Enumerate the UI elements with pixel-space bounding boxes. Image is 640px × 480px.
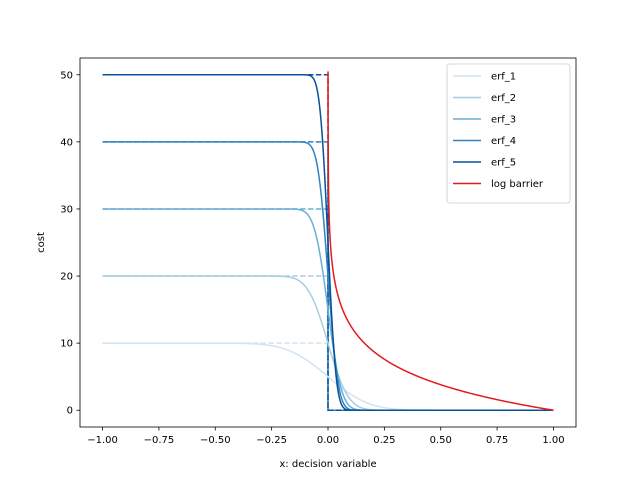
x-tick-label: −0.75 xyxy=(144,435,175,446)
x-tick-label: −1.00 xyxy=(87,435,118,446)
x-tick-label: 0.00 xyxy=(317,435,339,446)
legend-label-erf-1: erf_1 xyxy=(491,72,516,83)
series-lines xyxy=(102,71,554,411)
legend-label-erf-4: erf_4 xyxy=(491,136,516,147)
x-tick-label: 0.25 xyxy=(373,435,395,446)
legend-label-erf-2: erf_2 xyxy=(491,93,516,104)
series-line-log-barrier xyxy=(327,71,554,411)
y-tick-label: 50 xyxy=(60,70,73,81)
y-tick-label: 40 xyxy=(60,137,73,148)
plot-area xyxy=(102,71,554,411)
y-tick-label: 0 xyxy=(67,406,73,417)
y-tick-label: 30 xyxy=(60,204,73,215)
x-tick-label: −0.50 xyxy=(200,435,231,446)
legend-box xyxy=(446,63,571,204)
x-tick-label: 1.00 xyxy=(542,435,564,446)
series-line-erf-5 xyxy=(102,74,554,411)
x-tick-label: 0.75 xyxy=(486,435,508,446)
y-tick-label: 10 xyxy=(60,339,73,350)
legend-label-erf-3: erf_3 xyxy=(491,115,516,126)
x-tick-label: −0.25 xyxy=(256,435,287,446)
y-axis-label: cost xyxy=(36,232,47,253)
x-tick-label: 0.50 xyxy=(430,435,452,446)
x-axis-label: x: decision variable xyxy=(279,459,376,470)
y-axis-ticks: 0 10 20 30 40 50 xyxy=(60,70,80,417)
y-tick-label: 20 xyxy=(60,272,73,283)
legend-label-erf-5: erf_5 xyxy=(491,158,516,169)
legend-label-log-barrier: log barrier xyxy=(491,179,544,190)
x-axis-ticks: −1.00 −0.75 −0.50 −0.25 0.00 0.25 0.50 0.75 1.00 xyxy=(87,427,565,446)
